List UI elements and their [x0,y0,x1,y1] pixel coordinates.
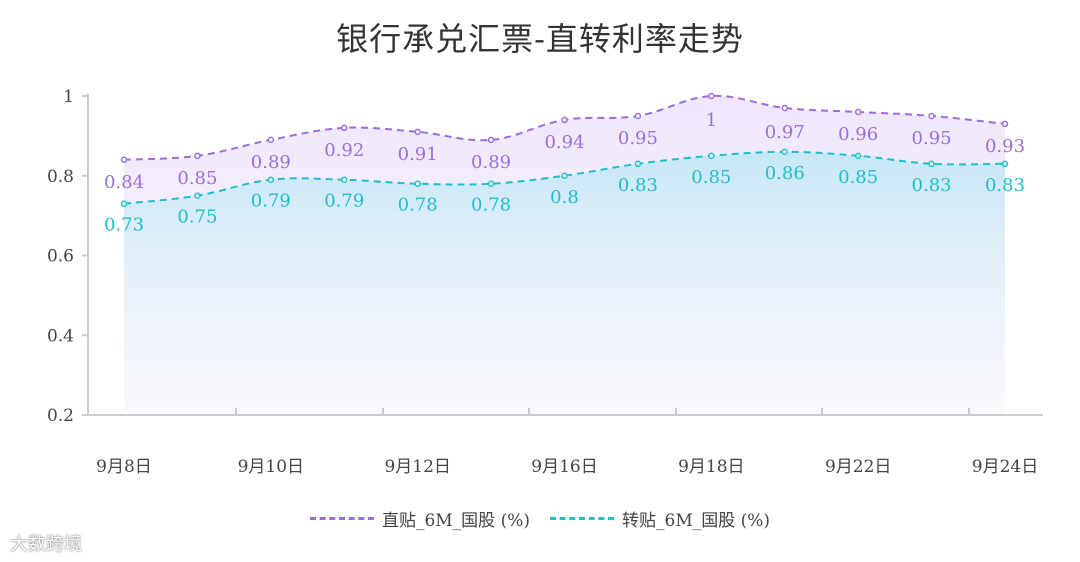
point-transfer[interactable] [341,176,348,183]
point-direct[interactable] [341,124,348,132]
point-transfer[interactable] [267,176,275,183]
data-label-transfer: 0.79 [324,191,364,212]
y-tick-label: 0.4 [47,326,74,346]
data-label-direct: 0.89 [251,152,291,173]
x-tick-label: 9月16日 [531,457,597,477]
point-transfer[interactable] [414,180,421,187]
data-label-direct: 0.96 [838,124,878,145]
y-tick-label: 1 [63,87,74,107]
data-label-transfer: 0.8 [550,187,579,208]
point-transfer[interactable] [928,160,935,168]
x-tick-label: 9月22日 [825,457,891,477]
data-label-transfer: 0.86 [765,163,805,184]
chart-title: 银行承兑汇票-直转利率走势 [336,20,744,58]
point-direct[interactable] [1001,120,1009,128]
point-direct[interactable] [708,92,715,100]
point-direct[interactable] [781,104,788,112]
data-label-transfer: 0.83 [618,175,658,196]
data-label-direct: 0.92 [324,140,364,161]
data-label-transfer: 0.75 [177,207,217,228]
data-label-transfer: 0.79 [251,191,291,212]
legend: 直贴_6M_国股 (%) 转贴_6M_国股 (%) [0,506,1080,531]
y-tick-label: 0.2 [47,406,74,426]
y-tick-label: 0.8 [47,167,74,187]
data-label-transfer: 0.83 [912,175,952,196]
legend-label-transfer: 转贴_6M_国股 (%) [622,511,771,531]
x-tick-label: 9月12日 [384,457,450,477]
legend-item-direct[interactable]: 直贴_6M_国股 (%) [309,506,530,531]
point-direct[interactable] [120,156,128,164]
legend-item-transfer[interactable]: 转贴_6M_国股 (%) [550,506,770,531]
watermark: 大数跨境 [10,534,82,555]
point-transfer[interactable] [194,192,201,199]
point-transfer[interactable] [634,160,642,168]
point-transfer[interactable] [854,152,862,160]
data-label-direct: 0.85 [177,168,217,189]
point-direct[interactable] [414,128,421,136]
data-label-direct: 0.91 [398,144,438,165]
y-tick-label: 0.6 [47,247,74,267]
point-direct[interactable] [194,152,201,160]
data-label-transfer: 0.78 [398,195,438,216]
point-direct[interactable] [634,112,642,120]
point-direct[interactable] [267,136,275,144]
data-label-direct: 0.84 [104,172,144,193]
data-label-direct: 0.95 [912,128,952,149]
legend-label-direct: 直贴_6M_国股 (%) [381,511,530,531]
point-direct[interactable] [928,112,935,120]
data-label-direct: 0.94 [544,132,584,153]
point-direct[interactable] [561,116,568,124]
data-label-transfer: 0.85 [838,167,878,188]
point-transfer[interactable] [1001,160,1009,168]
legend-swatch-transfer [550,517,614,520]
legend-swatch-direct [309,517,374,520]
data-label-transfer: 0.83 [985,175,1025,196]
point-transfer[interactable] [781,148,788,156]
point-transfer[interactable] [487,180,495,187]
x-tick-label: 9月8日 [96,457,152,477]
data-label-direct: 1 [706,110,717,131]
x-tick-label: 9月10日 [238,457,304,477]
data-label-transfer: 0.73 [104,215,144,236]
x-tick-label: 9月18日 [678,457,744,477]
data-label-transfer: 0.78 [471,195,511,216]
point-transfer[interactable] [120,200,128,207]
data-label-transfer: 0.85 [691,167,731,188]
x-tick-label: 9月24日 [972,457,1038,477]
data-label-direct: 0.95 [618,128,658,149]
area-transfer [124,151,1005,415]
point-transfer[interactable] [561,172,568,179]
point-direct[interactable] [854,108,862,116]
data-label-direct: 0.97 [765,122,805,143]
data-label-direct: 0.89 [471,152,511,173]
data-label-direct: 0.93 [985,136,1025,157]
point-direct[interactable] [487,136,495,144]
point-transfer[interactable] [708,152,715,160]
